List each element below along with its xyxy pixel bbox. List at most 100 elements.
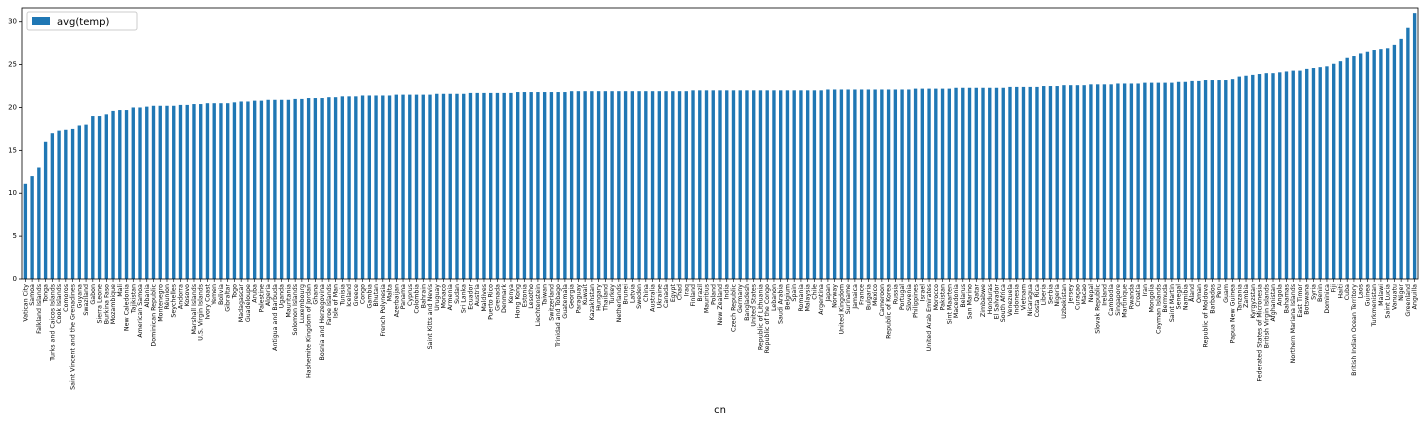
- bar: [448, 93, 452, 279]
- bar: [819, 90, 823, 279]
- bar: [165, 105, 169, 279]
- bar: [77, 125, 82, 279]
- bar: [333, 97, 338, 279]
- x-tick-label: Dominican Republic: [151, 283, 158, 346]
- bar: [408, 94, 412, 279]
- x-tick-label: Monaco: [440, 284, 447, 309]
- x-tick-label: Serbia: [1047, 284, 1054, 304]
- bar: [1197, 80, 1201, 279]
- bar: [954, 87, 958, 279]
- bar: [536, 92, 540, 279]
- bar: [360, 95, 365, 279]
- bar: [832, 89, 837, 279]
- bar: [43, 141, 48, 279]
- bar: [994, 87, 999, 279]
- bar: [779, 90, 783, 279]
- x-tick-label: Kazakhstan: [589, 284, 596, 320]
- bar: [617, 91, 621, 279]
- x-tick-label: Dominica: [1324, 284, 1331, 314]
- bar: [1311, 68, 1316, 279]
- x-tick-label: Madagascar: [238, 284, 245, 323]
- bar: [1217, 80, 1221, 280]
- x-tick-label: Iran: [1142, 284, 1149, 296]
- x-axis-label: cn: [714, 405, 726, 416]
- x-tick-label: Laos: [1358, 284, 1365, 299]
- bar: [435, 93, 439, 279]
- x-tick-label: Brunei: [623, 284, 630, 305]
- x-tick-label: Angola: [1277, 284, 1284, 306]
- bar: [752, 90, 756, 279]
- x-tick-label: Mongolia: [1149, 284, 1156, 313]
- bar: [1210, 80, 1214, 280]
- bar: [84, 124, 88, 280]
- bar: [1251, 74, 1255, 280]
- x-tick-label: Turkmenistan: [1371, 284, 1378, 327]
- bar: [1163, 82, 1167, 280]
- x-tick-label: Indonesia: [1014, 284, 1021, 315]
- x-tick-label: Barbados: [1209, 284, 1216, 314]
- bar: [455, 93, 459, 279]
- bar: [421, 94, 425, 279]
- x-tick-label: Belgium: [784, 284, 791, 310]
- bar: [1021, 86, 1026, 279]
- bar: [428, 94, 432, 279]
- x-tick-label: Haiti: [1337, 284, 1344, 299]
- bar: [252, 100, 257, 279]
- x-tick-label: Israel: [919, 284, 926, 301]
- bar: [792, 90, 796, 279]
- x-tick-label: American Samoa: [137, 284, 144, 338]
- bar: [1062, 85, 1066, 279]
- bar: [57, 130, 61, 279]
- x-tick-label: Bahrain: [420, 284, 427, 308]
- x-tick-label: Tajikistan: [130, 284, 137, 314]
- bar: [1028, 86, 1032, 279]
- x-tick-label: Kyrgyzstan: [1250, 284, 1257, 319]
- bar: [30, 176, 34, 279]
- x-tick-label: Republic of Moldova: [1203, 284, 1210, 348]
- bar: [1224, 80, 1228, 280]
- x-tick-label: Andorra: [177, 284, 184, 309]
- bar: [199, 104, 203, 280]
- x-tick-label: Falkland Islands: [36, 284, 43, 334]
- bar: [1116, 83, 1120, 279]
- x-tick-label: Suriname: [845, 284, 852, 314]
- x-tick-label: United Kingdom: [838, 284, 845, 335]
- x-tick-label: Liechtenstein: [535, 284, 542, 326]
- x-tick-label: Romania: [798, 284, 805, 312]
- x-tick-label: Malawi: [1378, 284, 1385, 306]
- bar: [1412, 13, 1417, 280]
- x-tick-label: Grenada: [494, 284, 501, 311]
- x-tick-label: Federated States of Micronesia: [1257, 284, 1264, 382]
- bar: [839, 89, 844, 279]
- bar: [913, 88, 918, 279]
- bar: [1176, 81, 1181, 279]
- bar: [138, 107, 142, 279]
- bar: [354, 96, 358, 279]
- x-tick-label: Estonia: [521, 284, 528, 307]
- x-tick-label: Iraq: [683, 284, 690, 296]
- bar: [677, 91, 682, 279]
- x-tick-label: Germany: [737, 284, 744, 313]
- x-tick-label: Portugal: [899, 284, 906, 310]
- bar: [886, 89, 891, 279]
- x-tick-label: Zimbabwe: [980, 284, 987, 317]
- x-tick-label: Philippines: [913, 284, 920, 318]
- x-tick-label: Mexico: [872, 284, 879, 306]
- x-tick-label: Slovenia: [906, 284, 913, 311]
- x-tick-label: China: [643, 284, 650, 302]
- bar: [1338, 61, 1343, 280]
- bar: [1352, 56, 1356, 280]
- bar: [515, 92, 520, 279]
- bar: [967, 87, 972, 279]
- bar: [522, 92, 527, 279]
- x-tick-label: Azerbaijan: [393, 284, 400, 317]
- x-tick-label: Kenya: [508, 284, 515, 303]
- bar: [286, 99, 291, 279]
- bar: [772, 90, 776, 279]
- x-tick-label: Turks and Caicos Islands: [49, 284, 56, 362]
- x-tick-label: New Zealand: [717, 284, 724, 325]
- x-tick-label: Syria: [1310, 284, 1317, 300]
- x-tick-label: Hong Kong: [515, 284, 522, 318]
- bar: [1069, 85, 1073, 279]
